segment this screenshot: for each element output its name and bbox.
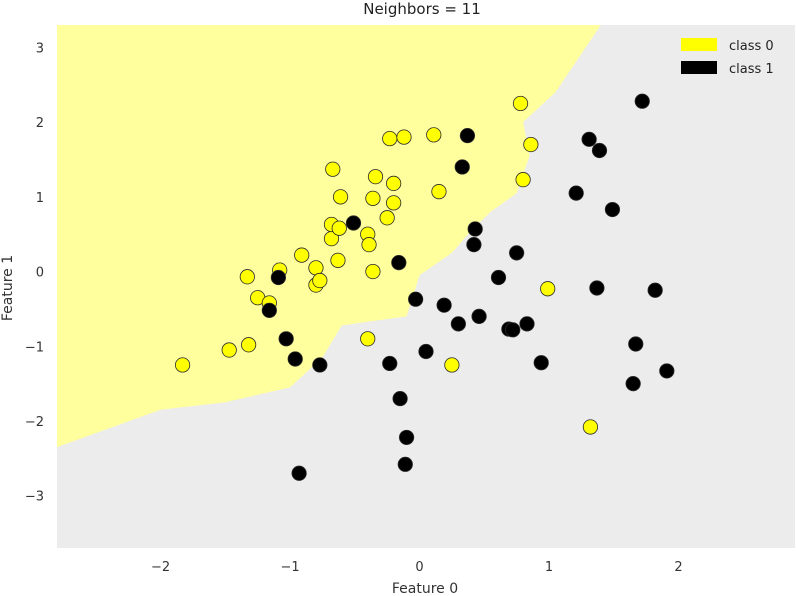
legend-label-class-0: class 0 [729, 39, 774, 54]
point-class-1-9 [392, 390, 408, 407]
point-class-0-31 [512, 95, 529, 112]
point-class-1-6 [345, 215, 362, 231]
point-class-1-36 [659, 363, 675, 379]
x-tick-label: 0 [415, 560, 423, 575]
point-class-0-24 [386, 175, 402, 191]
point-class-0-10 [312, 272, 328, 289]
point-class-0-16 [325, 161, 341, 177]
point-class-1-12 [408, 291, 424, 307]
chart-title: Neighbors = 11 [363, 0, 481, 18]
point-class-1-1 [270, 269, 286, 286]
point-class-1-5 [291, 465, 307, 481]
point-class-0-23 [386, 195, 402, 211]
point-class-1-21 [490, 269, 507, 286]
y-tick-label: −3 [25, 490, 44, 505]
point-class-1-35 [647, 282, 663, 298]
legend-swatch-class-0 [681, 38, 717, 51]
legend-swatch-class-1 [681, 61, 717, 74]
legend-label-class-1: class 1 [729, 62, 774, 77]
point-class-0-8 [308, 260, 324, 276]
point-class-0-25 [382, 130, 398, 147]
point-class-0-27 [426, 127, 442, 143]
y-tick-label: −2 [25, 415, 44, 430]
point-class-1-24 [509, 245, 525, 261]
point-class-1-26 [533, 355, 549, 371]
point-class-0-7 [294, 247, 310, 263]
point-class-1-4 [312, 357, 328, 373]
point-class-1-2 [278, 331, 294, 347]
point-class-0-0 [174, 357, 191, 373]
point-class-1-15 [450, 316, 466, 332]
point-class-1-11 [397, 456, 413, 472]
point-class-1-33 [628, 336, 644, 352]
y-tick-label: 3 [36, 41, 44, 56]
x-tick-label: 2 [674, 560, 682, 575]
point-class-0-30 [444, 357, 460, 373]
point-class-1-14 [436, 297, 452, 313]
y-tick-label: 1 [36, 191, 44, 206]
point-class-0-2 [241, 337, 257, 353]
point-class-1-17 [459, 127, 476, 144]
point-class-1-7 [391, 254, 407, 271]
point-class-0-1 [221, 342, 237, 358]
point-class-0-19 [365, 263, 381, 280]
point-class-0-29 [360, 331, 376, 347]
point-class-1-34 [634, 93, 650, 109]
point-class-0-22 [379, 210, 395, 226]
point-class-1-3 [287, 351, 303, 367]
point-class-1-0 [261, 302, 277, 319]
point-class-0-26 [396, 129, 412, 145]
point-class-0-20 [365, 190, 381, 206]
plot-area [57, 25, 795, 548]
point-class-1-18 [467, 221, 483, 237]
x-tick-label: −2 [151, 560, 170, 575]
point-class-1-20 [471, 308, 487, 324]
point-class-1-23 [505, 322, 521, 338]
point-class-1-25 [519, 316, 535, 332]
legend: class 0 class 1 [681, 38, 774, 77]
point-class-0-14 [331, 220, 347, 236]
x-tick-label: 1 [545, 560, 553, 575]
point-class-0-11 [330, 252, 346, 268]
y-tick-label: 2 [36, 116, 44, 131]
y-tick-label: −1 [25, 340, 44, 355]
data-points [174, 93, 675, 481]
x-axis-label: Feature 0 [392, 581, 458, 596]
point-class-0-33 [515, 172, 531, 188]
point-class-1-32 [625, 376, 641, 392]
point-class-1-19 [466, 237, 482, 253]
point-class-0-32 [523, 136, 539, 153]
point-class-1-8 [382, 355, 398, 372]
y-axis-label: Feature 1 [0, 255, 16, 321]
point-class-0-35 [582, 419, 599, 435]
y-axis-ticks: −3 −2 −1 0 1 2 3 [25, 41, 44, 504]
point-class-1-27 [568, 185, 584, 201]
point-class-1-28 [581, 131, 597, 147]
point-class-1-30 [591, 142, 608, 159]
x-axis-ticks: −2 −1 0 1 2 [151, 560, 683, 575]
point-class-1-13 [418, 343, 434, 360]
point-class-0-15 [332, 189, 349, 205]
point-class-1-31 [604, 201, 621, 218]
point-class-0-28 [431, 184, 447, 200]
point-class-1-16 [454, 159, 470, 175]
y-tick-label: 0 [36, 266, 44, 281]
point-class-0-34 [540, 281, 556, 297]
point-class-1-10 [398, 429, 415, 446]
x-tick-label: −1 [280, 560, 299, 575]
point-class-0-5 [239, 269, 255, 285]
point-class-1-29 [589, 280, 605, 296]
point-class-0-18 [361, 237, 377, 253]
point-class-0-21 [367, 169, 384, 185]
